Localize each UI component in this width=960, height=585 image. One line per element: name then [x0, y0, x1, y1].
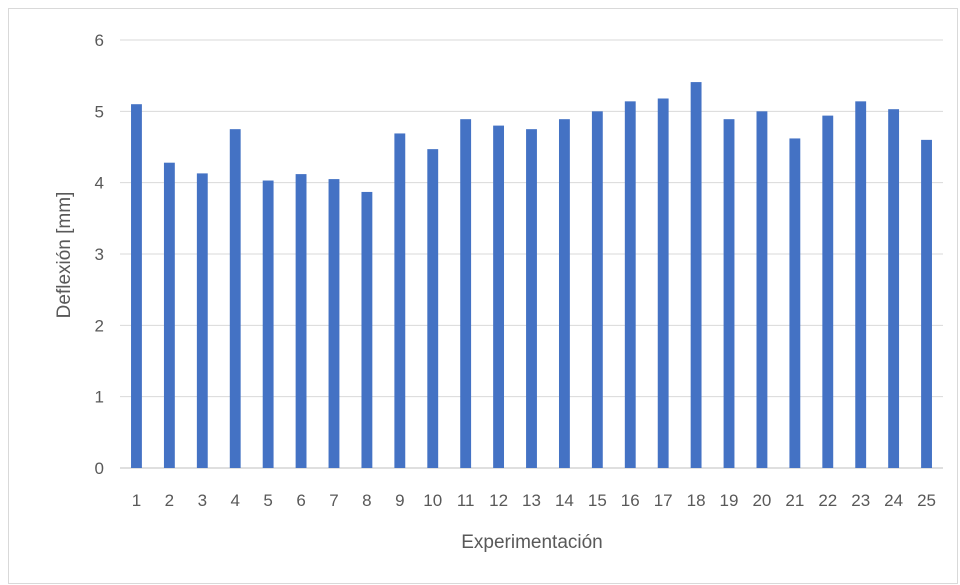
x-tick-label: 1 — [132, 491, 141, 510]
y-tick-labels: 0 1 2 3 4 5 6 — [95, 31, 104, 478]
y-axis-title: Deflexión [mm] — [54, 192, 75, 319]
bar — [262, 180, 274, 468]
y-tick-label: 4 — [95, 174, 104, 193]
y-tick-label: 5 — [95, 102, 104, 121]
x-tick-label: 19 — [720, 491, 739, 510]
x-tick-label: 2 — [165, 491, 174, 510]
bar — [558, 119, 570, 469]
x-tick-label: 21 — [785, 491, 804, 510]
bar — [163, 162, 175, 468]
x-tick-label: 24 — [884, 491, 903, 510]
x-tick-label: 14 — [555, 491, 574, 510]
x-tick-label: 15 — [588, 491, 607, 510]
y-tick-label: 3 — [95, 245, 104, 264]
bar — [493, 125, 505, 468]
x-axis-title: Experimentación — [461, 532, 603, 553]
x-tick-label: 23 — [851, 491, 870, 510]
y-tick-label: 1 — [95, 388, 104, 407]
x-tick-label: 22 — [818, 491, 837, 510]
bars — [131, 82, 932, 469]
bar — [229, 129, 241, 468]
x-tick-label: 3 — [198, 491, 207, 510]
bar — [855, 101, 867, 468]
x-tick-label: 5 — [263, 491, 272, 510]
x-tick-label: 25 — [917, 491, 936, 510]
y-tick-label: 6 — [95, 31, 104, 50]
x-tick-label: 9 — [395, 491, 404, 510]
bar — [460, 119, 472, 469]
bar — [789, 138, 801, 468]
bar — [657, 98, 669, 468]
y-tick-label: 2 — [95, 316, 104, 335]
bar — [756, 111, 768, 468]
x-tick-label: 11 — [457, 491, 475, 510]
bar — [921, 139, 932, 468]
x-tick-label: 4 — [230, 491, 239, 510]
x-tick-label: 18 — [687, 491, 706, 510]
y-tick-label: 0 — [95, 459, 104, 478]
x-tick-label: 12 — [489, 491, 508, 510]
x-tick-label: 7 — [329, 491, 338, 510]
bar — [624, 101, 636, 468]
bar — [888, 109, 900, 469]
bar — [295, 174, 307, 468]
bar — [591, 111, 603, 468]
bar — [723, 119, 735, 469]
bar — [427, 149, 439, 468]
bar — [361, 191, 373, 468]
bar — [394, 133, 406, 469]
bar — [196, 173, 208, 469]
bar — [328, 179, 340, 468]
x-tick-labels: 1 2 3 4 5 6 7 8 9 10 11 12 13 14 15 16 17 18 19 20 21 22 23 24 2… — [132, 491, 936, 510]
x-tick-label: 6 — [296, 491, 305, 510]
bar — [131, 104, 142, 468]
x-tick-label: 13 — [522, 491, 541, 510]
bar — [822, 115, 834, 468]
x-tick-label: 16 — [621, 491, 640, 510]
x-tick-label: 17 — [654, 491, 673, 510]
x-tick-label: 20 — [752, 491, 771, 510]
bar — [526, 129, 537, 468]
x-tick-label: 8 — [362, 491, 371, 510]
bar — [690, 82, 702, 468]
x-tick-label: 10 — [423, 491, 442, 510]
